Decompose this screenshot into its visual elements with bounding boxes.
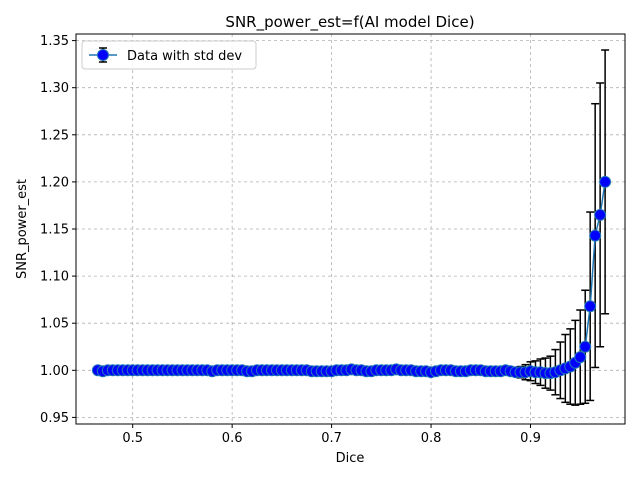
y-axis-ticks: 0.95 1.00 1.05 1.10 1.15 1.20 1.25 1.30 1.35 [40, 34, 76, 426]
data-point [574, 351, 587, 364]
x-axis-ticks: 0.5 0.6 0.7 0.8 0.9 [122, 424, 541, 446]
x-tick-label: 0.5 [122, 431, 143, 446]
data-point [594, 208, 607, 221]
y-tick-label: 0.95 [40, 411, 69, 426]
x-tick-label: 0.9 [520, 431, 541, 446]
data-point [579, 340, 592, 353]
x-axis-label: Dice [336, 451, 365, 466]
x-tick-label: 0.6 [222, 431, 243, 446]
legend-entry-label: Data with std dev [127, 49, 242, 64]
y-axis-label: SNR_power_est [15, 179, 30, 279]
chart-title: SNR_power_est=f(AI model Dice) [225, 13, 474, 32]
y-tick-label: 1.35 [40, 34, 69, 49]
x-tick-label: 0.8 [421, 431, 442, 446]
y-tick-label: 1.10 [40, 270, 69, 285]
y-tick-label: 1.15 [40, 223, 69, 238]
data-point [584, 300, 597, 313]
y-tick-label: 1.30 [40, 81, 69, 96]
y-tick-label: 1.25 [40, 128, 69, 143]
y-tick-label: 1.05 [40, 317, 69, 332]
data-point [599, 175, 612, 188]
legend-box [81, 40, 257, 70]
y-tick-label: 1.00 [40, 364, 69, 379]
data-point [589, 229, 602, 242]
legend: Data with std dev [81, 40, 257, 70]
x-tick-label: 0.7 [321, 431, 342, 446]
legend-marker-swatch [97, 49, 109, 61]
y-tick-label: 1.20 [40, 175, 69, 190]
data-markers [91, 175, 612, 380]
